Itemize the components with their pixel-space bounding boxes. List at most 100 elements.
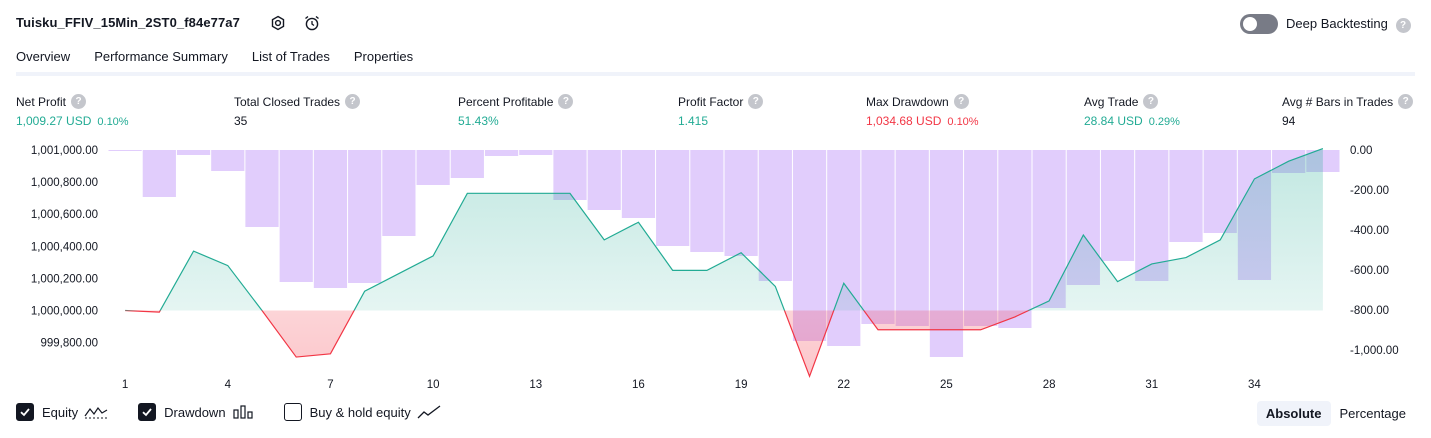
drawdown-bar bbox=[553, 150, 587, 200]
value-mode-toggle: Absolute Percentage bbox=[1256, 401, 1415, 426]
drawdown-bar bbox=[382, 150, 416, 236]
drawdown-bar bbox=[416, 150, 450, 185]
x-axis-tick: 19 bbox=[735, 379, 748, 390]
metric-value: 1.415 bbox=[678, 114, 709, 128]
metric-label: Avg # Bars in Trades bbox=[1282, 94, 1394, 109]
info-icon[interactable]: ? bbox=[71, 94, 87, 109]
drawdown-bar bbox=[621, 150, 656, 218]
right-axis: 0.00 -200.00 -400.00 -600.00 -800.00 -1,000.0… bbox=[1350, 145, 1399, 357]
metric-value: 1,034.68 USD bbox=[866, 114, 942, 128]
trend-line-icon bbox=[417, 405, 441, 419]
deep-backtesting-toggle[interactable] bbox=[1240, 14, 1278, 34]
metric-label: Avg Trade bbox=[1084, 94, 1139, 109]
x-axis-tick: 1 bbox=[122, 379, 128, 390]
metric-max-drawdown: Max Drawdown? 1,034.68 USD 0.10% bbox=[866, 94, 979, 128]
chart-legend: Equity Drawdown Buy & hold equity bbox=[16, 403, 471, 421]
metric-label: Percent Profitable bbox=[458, 94, 554, 109]
equity-wave-icon bbox=[84, 405, 108, 419]
metric-net-profit: Net Profit? 1,009.27 USD 0.10% bbox=[16, 94, 129, 128]
info-icon[interactable]: ? bbox=[748, 94, 764, 109]
drawdown-bar bbox=[142, 150, 176, 197]
metric-label: Total Closed Trades bbox=[234, 94, 341, 109]
metric-value: 35 bbox=[234, 114, 248, 128]
drawdown-bar bbox=[450, 150, 484, 178]
drawdown-bar bbox=[348, 150, 382, 283]
drawdown-bar bbox=[211, 150, 245, 171]
metric-label: Profit Factor bbox=[678, 94, 744, 109]
equity-label: Equity bbox=[42, 404, 79, 420]
metric-percent: 0.10% bbox=[947, 116, 979, 128]
strategy-name: Tuisku_FFIV_15Min_2ST0_f84e77a7 bbox=[16, 15, 240, 30]
drawdown-bar bbox=[964, 150, 998, 326]
metric-percent: 0.29% bbox=[1148, 116, 1180, 128]
settings-icon[interactable] bbox=[268, 13, 288, 33]
alarm-clock-icon[interactable] bbox=[302, 13, 322, 33]
left-axis-tick: 1,000,000.00 bbox=[31, 306, 98, 318]
drawdown-bar bbox=[1169, 150, 1203, 242]
info-icon[interactable]: ? bbox=[953, 94, 969, 109]
equity-checkbox[interactable] bbox=[16, 403, 34, 421]
drawdown-bar bbox=[484, 150, 519, 156]
report-tabs: Overview Performance Summary List of Tra… bbox=[16, 49, 437, 75]
drawdown-bar bbox=[656, 150, 690, 246]
drawdown-checkbox[interactable] bbox=[138, 403, 157, 421]
metric-profit-factor: Profit Factor? 1.415 bbox=[678, 94, 764, 128]
equity-drawdown-chart[interactable]: 1,001,000.00 1,000,800.00 1,000,600.00 1,00… bbox=[0, 140, 1431, 390]
drawdown-bar bbox=[792, 150, 827, 341]
equity-area bbox=[125, 148, 1323, 377]
left-axis-tick: 1,000,800.00 bbox=[31, 177, 98, 189]
drawdown-bar bbox=[690, 150, 724, 252]
info-icon[interactable]: ? bbox=[1143, 94, 1159, 109]
drawdown-bar bbox=[1100, 150, 1135, 261]
help-icon[interactable]: ? bbox=[1395, 18, 1411, 33]
equity-line-positive bbox=[125, 147, 1324, 311]
equity-line bbox=[125, 147, 1324, 379]
metric-label: Net Profit bbox=[16, 94, 67, 109]
drawdown-bar bbox=[176, 150, 211, 155]
drawdown-bar bbox=[827, 150, 861, 346]
drawdown-bar bbox=[1135, 150, 1169, 281]
drawdown-bar bbox=[724, 150, 758, 256]
legend-buy-hold[interactable]: Buy & hold equity bbox=[283, 403, 441, 421]
left-axis-tick: 999,800.00 bbox=[40, 338, 98, 350]
x-axis-tick: 10 bbox=[427, 379, 440, 390]
tab-performance-summary[interactable]: Performance Summary bbox=[94, 49, 228, 64]
equity-area-positive bbox=[125, 148, 1323, 311]
tab-list-of-trades[interactable]: List of Trades bbox=[251, 49, 330, 64]
info-icon[interactable]: ? bbox=[558, 94, 574, 109]
left-axis-tick: 1,000,200.00 bbox=[31, 273, 98, 285]
drawdown-bar bbox=[758, 150, 792, 281]
buy-hold-checkbox[interactable] bbox=[283, 403, 302, 421]
drawdown-bar bbox=[587, 150, 621, 210]
metric-value: 94 bbox=[1282, 114, 1296, 128]
tabs-divider bbox=[16, 72, 1415, 76]
x-axis-tick: 28 bbox=[1043, 379, 1056, 390]
metric-label: Max Drawdown bbox=[866, 94, 949, 109]
drawdown-bar bbox=[245, 150, 279, 227]
equity-line-negative bbox=[125, 310, 1030, 379]
legend-drawdown[interactable]: Drawdown bbox=[138, 403, 253, 421]
buy-hold-label: Buy & hold equity bbox=[309, 404, 411, 420]
strategy-header: Tuisku_FFIV_15Min_2ST0_f84e77a7 Deep Bac… bbox=[0, 0, 1431, 44]
tab-properties[interactable]: Properties bbox=[353, 49, 414, 64]
info-icon[interactable]: ? bbox=[345, 94, 361, 109]
right-axis-tick: -400.00 bbox=[1350, 225, 1389, 237]
metric-avg-bars-in-trades: Avg # Bars in Trades? 94 bbox=[1282, 94, 1414, 128]
metric-value: 51.43% bbox=[458, 114, 499, 128]
drawdown-bar bbox=[313, 150, 348, 288]
left-axis-tick: 1,001,000.00 bbox=[31, 145, 98, 157]
x-axis-tick: 13 bbox=[529, 379, 542, 390]
legend-equity[interactable]: Equity bbox=[16, 403, 108, 421]
x-axis-tick: 4 bbox=[225, 379, 232, 390]
bar-chart-icon bbox=[232, 405, 254, 419]
drawdown-bar bbox=[895, 150, 929, 326]
left-axis: 1,001,000.00 1,000,800.00 1,000,600.00 1,00… bbox=[31, 145, 98, 350]
metric-percent: 0.10% bbox=[97, 116, 129, 128]
metric-avg-trade: Avg Trade? 28.84 USD 0.29% bbox=[1084, 94, 1180, 128]
info-icon[interactable]: ? bbox=[1398, 94, 1414, 109]
metric-value: 28.84 USD bbox=[1084, 114, 1143, 128]
percentage-button[interactable]: Percentage bbox=[1339, 406, 1407, 421]
absolute-button[interactable]: Absolute bbox=[1256, 401, 1331, 426]
drawdown-bar bbox=[861, 150, 895, 324]
x-axis-tick: 16 bbox=[632, 379, 645, 390]
